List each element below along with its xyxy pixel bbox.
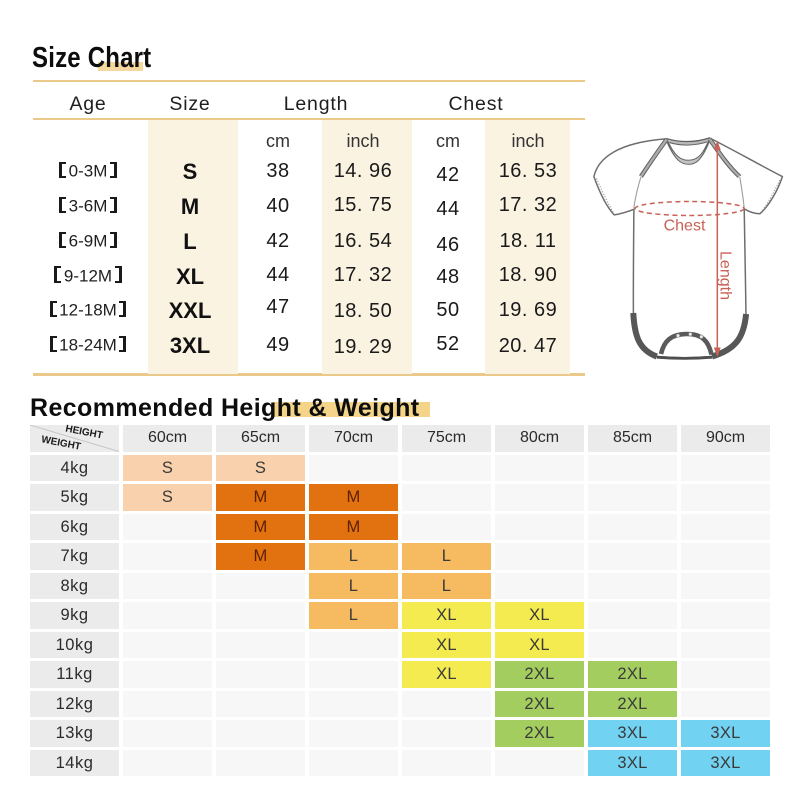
svg-text:Chest: Chest (664, 218, 706, 235)
svg-text:Length: Length (717, 251, 734, 300)
